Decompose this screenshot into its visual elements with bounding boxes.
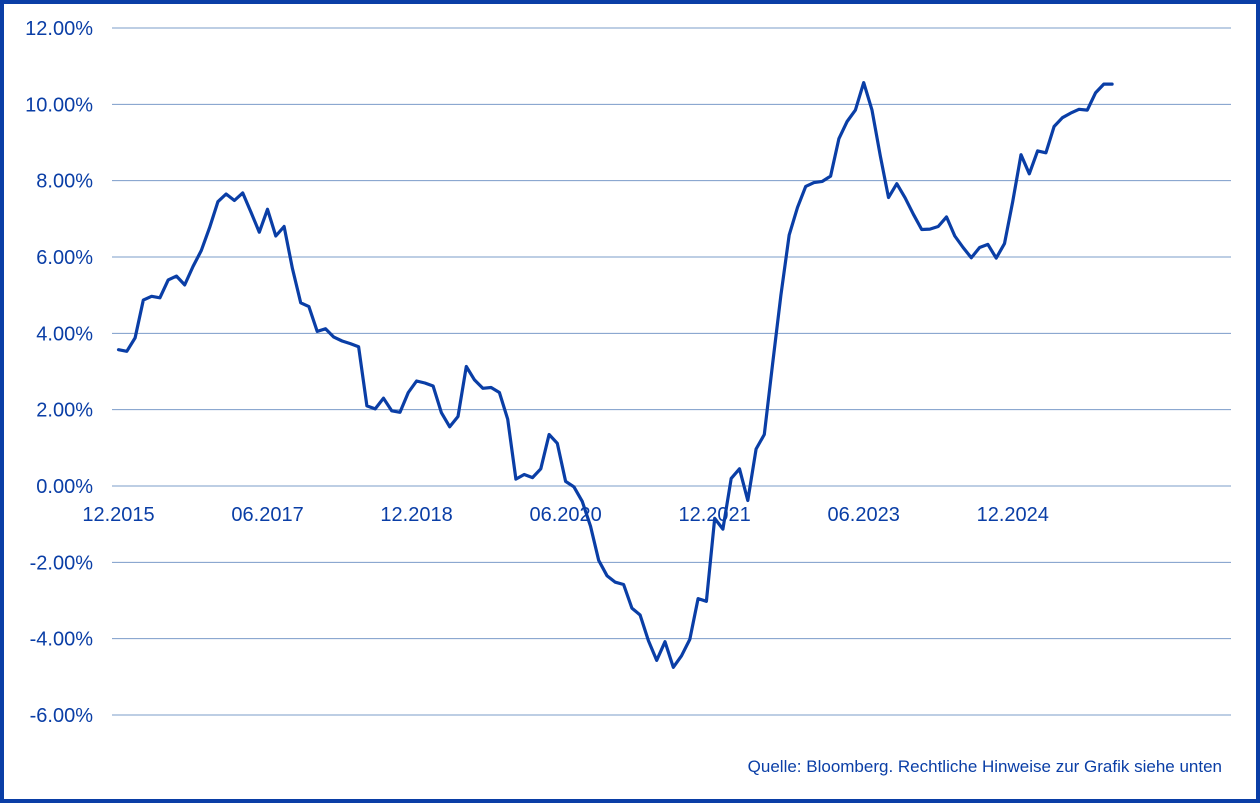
x-tick-label: 06.2023 bbox=[828, 504, 900, 526]
y-axis-ticks: 12.00% 10.00% 8.00% 6.00% 4.00% 2.00% 0.00% -2.… bbox=[25, 18, 93, 727]
x-axis-ticks: 12.2015 06.2017 12.2018 06.2020 12.2021 06.20… bbox=[82, 504, 1049, 526]
x-tick-label: 12.2021 bbox=[679, 504, 751, 526]
x-tick-label: 12.2018 bbox=[380, 504, 452, 526]
y-tick-label: 2.00% bbox=[36, 400, 93, 422]
x-tick-label: 12.2015 bbox=[82, 504, 154, 526]
y-tick-label: 12.00% bbox=[25, 18, 93, 40]
series-line bbox=[116, 80, 1114, 669]
gridlines bbox=[112, 27, 1231, 716]
series-layer bbox=[116, 80, 1114, 669]
y-tick-label: -4.00% bbox=[30, 629, 94, 651]
y-tick-label: -2.00% bbox=[30, 552, 94, 574]
y-tick-label: 8.00% bbox=[36, 171, 93, 193]
y-tick-label: -6.00% bbox=[30, 705, 94, 727]
line-chart: 12.00% 10.00% 8.00% 6.00% 4.00% 2.00% 0.00% -2.… bbox=[25, 18, 1231, 727]
x-tick-label: 12.2024 bbox=[977, 504, 1049, 526]
y-tick-label: 6.00% bbox=[36, 247, 93, 269]
x-tick-label: 06.2017 bbox=[231, 504, 303, 526]
y-tick-label: 0.00% bbox=[36, 476, 93, 498]
source-note: Quelle: Bloomberg. Rechtliche Hinweise z… bbox=[747, 757, 1222, 776]
y-tick-label: 4.00% bbox=[36, 323, 93, 345]
y-tick-label: 10.00% bbox=[25, 94, 93, 116]
